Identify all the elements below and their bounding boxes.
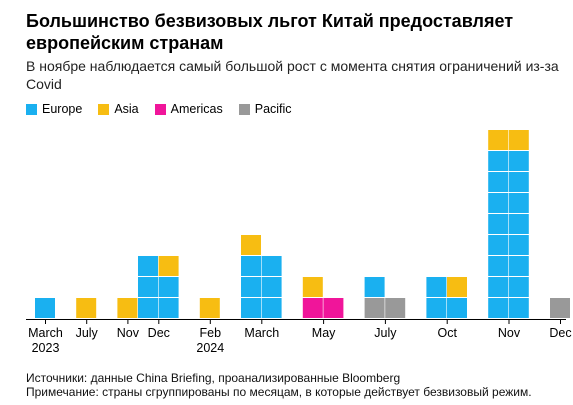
legend-item-asia: Asia xyxy=(98,102,139,116)
bar-cell-europe xyxy=(508,151,529,171)
x-tick-year-label: 2024 xyxy=(196,341,224,355)
chart-subtitle: В ноябре наблюдается самый большой рост … xyxy=(26,58,559,92)
legend-label-asia: Asia xyxy=(114,102,139,116)
bar-cell-europe xyxy=(261,298,282,318)
legend-item-europe: Europe xyxy=(26,102,82,116)
bar-cell-europe xyxy=(241,277,261,297)
x-tick-label: July xyxy=(374,326,397,340)
bar-cell-europe xyxy=(508,214,529,234)
legend-label-pacific: Pacific xyxy=(254,102,292,116)
bar-cell-europe xyxy=(488,172,509,192)
bar-cell-europe xyxy=(488,151,509,171)
bar-cell-europe xyxy=(488,214,509,234)
bar-cell-asia xyxy=(508,130,529,150)
chart-title: Большинство безвизовых льгот Китай предо… xyxy=(26,11,514,53)
legend: Europe Asia Americas Pacific xyxy=(26,101,308,117)
bar-cell-europe xyxy=(426,277,447,297)
legend-swatch-europe xyxy=(26,103,37,115)
bar-cell-europe xyxy=(158,298,179,318)
bar-cell-europe xyxy=(261,277,282,297)
bar-cell-europe xyxy=(241,298,261,318)
x-tick-label: Feb xyxy=(200,326,222,340)
bar-cell-asia xyxy=(241,235,261,255)
x-tick-label: Nov xyxy=(117,326,140,340)
legend-swatch-americas xyxy=(154,103,166,115)
bar-cell-europe xyxy=(138,277,158,297)
bar-cell-europe xyxy=(488,235,509,255)
bar-cell-europe xyxy=(508,277,529,297)
bar-cell-europe xyxy=(447,298,467,318)
bar-cell-europe xyxy=(508,235,529,255)
bar-cell-europe xyxy=(35,298,55,318)
bar-cell-europe xyxy=(241,256,261,276)
bar-cell-europe xyxy=(138,298,158,318)
legend-swatch-asia xyxy=(98,103,110,115)
bar-cell-asia xyxy=(199,298,220,318)
x-tick-label: Oct xyxy=(437,326,457,340)
bar-cell-europe xyxy=(261,256,282,276)
bar-cell-europe xyxy=(508,298,529,318)
bar-cell-asia xyxy=(158,256,179,276)
legend-item-pacific: Pacific xyxy=(238,102,292,116)
bar-cell-europe xyxy=(488,277,509,297)
bar-cell-europe xyxy=(364,277,385,297)
footnotes: Источники: данные China Briefing, проана… xyxy=(26,371,532,399)
x-tick-year-label: 2023 xyxy=(32,341,60,355)
bar-cell-americas xyxy=(302,298,323,318)
bar-cell-pacific xyxy=(385,298,406,318)
bar-cell-asia xyxy=(488,130,509,150)
x-tick-label: May xyxy=(312,326,336,340)
explanatory-note: Примечание: страны сгруппированы по меся… xyxy=(26,385,532,399)
source-note: Источники: данные China Briefing, проана… xyxy=(26,371,401,385)
x-tick-label: March xyxy=(28,326,63,340)
legend-swatch-pacific xyxy=(238,103,250,115)
bar-cell-asia xyxy=(302,277,323,297)
legend-item-americas: Americas xyxy=(154,102,223,116)
bar-cell-europe xyxy=(488,193,509,213)
bar-cell-europe xyxy=(426,298,447,318)
bar-cell-europe xyxy=(508,172,529,192)
x-tick-label: Dec xyxy=(549,326,571,340)
bar-cell-europe xyxy=(138,256,158,276)
bar-cell-americas xyxy=(323,298,344,318)
x-tick-label: Dec xyxy=(148,326,170,340)
x-tick-label: March xyxy=(244,326,279,340)
bar-cell-asia xyxy=(117,298,138,318)
bar-cell-asia xyxy=(76,298,97,318)
bar-cell-europe xyxy=(488,298,509,318)
bar-cell-europe xyxy=(508,256,529,276)
bar-cell-pacific xyxy=(550,298,570,318)
legend-label-americas: Americas xyxy=(170,102,223,116)
bar-cell-europe xyxy=(508,193,529,213)
bar-cell-pacific xyxy=(364,298,385,318)
legend-label-europe: Europe xyxy=(42,102,83,116)
bar-cell-asia xyxy=(447,277,467,297)
bar-cell-europe xyxy=(158,277,179,297)
bar-cell-europe xyxy=(488,256,509,276)
x-tick-label: July xyxy=(76,326,99,340)
x-tick-label: Nov xyxy=(498,326,521,340)
